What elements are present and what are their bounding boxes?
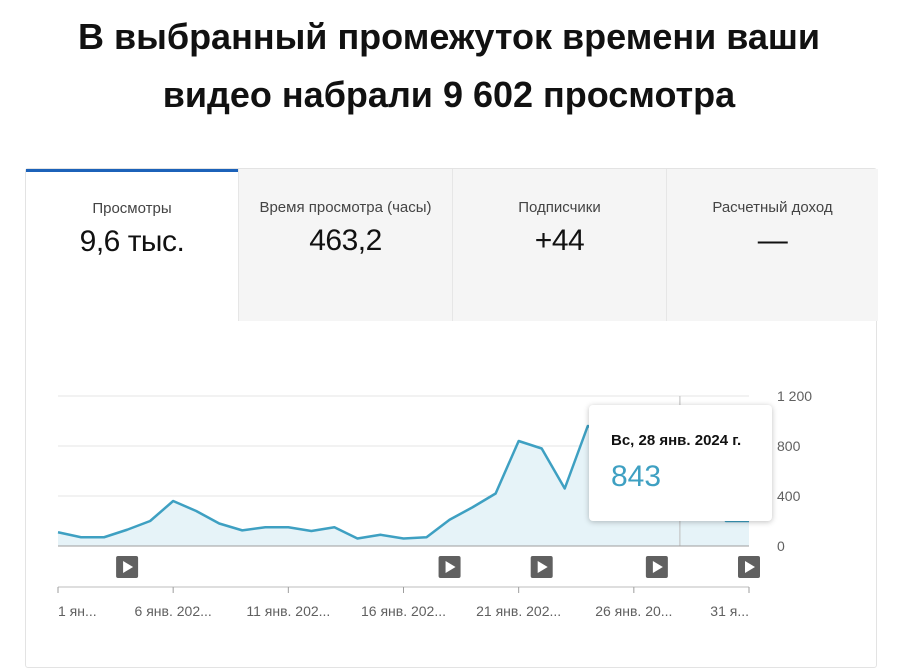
tab-views-label: Просмотры xyxy=(92,200,172,217)
video-marker[interactable] xyxy=(116,556,139,578)
video-marker[interactable] xyxy=(738,556,760,578)
x-tick-label: 21 янв. 202... xyxy=(476,603,561,619)
series-area xyxy=(58,426,749,546)
y-tick-label: 0 xyxy=(777,538,785,554)
headline-line-2: видео набрали 9 602 просмотра xyxy=(162,74,736,115)
metric-tabs: Просмотры 9,6 тыс. Время просмотра (часы… xyxy=(26,169,878,321)
video-marker[interactable] xyxy=(530,556,553,578)
y-tick-label: 1 200 xyxy=(777,388,812,404)
x-tick-label: 31 я... xyxy=(710,603,749,619)
x-tick-label: 6 янв. 202... xyxy=(135,603,212,619)
y-tick-label: 800 xyxy=(777,438,801,454)
video-marker[interactable] xyxy=(645,556,668,578)
tab-revenue[interactable]: Расчетный доход — xyxy=(666,169,878,321)
tab-views[interactable]: Просмотры 9,6 тыс. xyxy=(26,169,238,321)
tooltip-date: Вс, 28 янв. 2024 г. xyxy=(611,432,742,449)
headline-line-1: В выбранный промежуток времени ваши xyxy=(77,16,821,57)
y-tick-label: 400 xyxy=(777,488,801,504)
views-chart: 1 200 800 400 0 1 ян... 6 янв. 202... 11 янв. … xyxy=(57,388,812,619)
tab-subscribers[interactable]: Подписчики +44 xyxy=(452,169,666,321)
tab-subscribers-label: Подписчики xyxy=(518,199,601,216)
page-headline: В выбранный промежуток времени ваши виде… xyxy=(0,8,898,124)
tooltip-value: 843 xyxy=(611,460,662,493)
x-tick-label: 11 янв. 202... xyxy=(246,603,330,619)
x-tick-label: 1 ян... xyxy=(58,603,97,619)
tab-watch-time-label: Время просмотра (часы) xyxy=(259,199,432,216)
x-tick-label: 26 янв. 20... xyxy=(595,603,672,619)
tab-watch-time-value: 463,2 xyxy=(309,224,382,257)
x-tick-label: 16 янв. 202... xyxy=(361,603,446,619)
tab-subscribers-value: +44 xyxy=(534,224,585,257)
tab-views-value: 9,6 тыс. xyxy=(79,225,185,258)
tab-revenue-value: — xyxy=(757,224,788,257)
tab-watch-time[interactable]: Время просмотра (часы) 463,2 xyxy=(238,169,452,321)
video-marker[interactable] xyxy=(438,556,461,578)
chart-tooltip: Вс, 28 янв. 2024 г. 843 xyxy=(589,405,772,521)
tab-revenue-label: Расчетный доход xyxy=(712,199,833,216)
